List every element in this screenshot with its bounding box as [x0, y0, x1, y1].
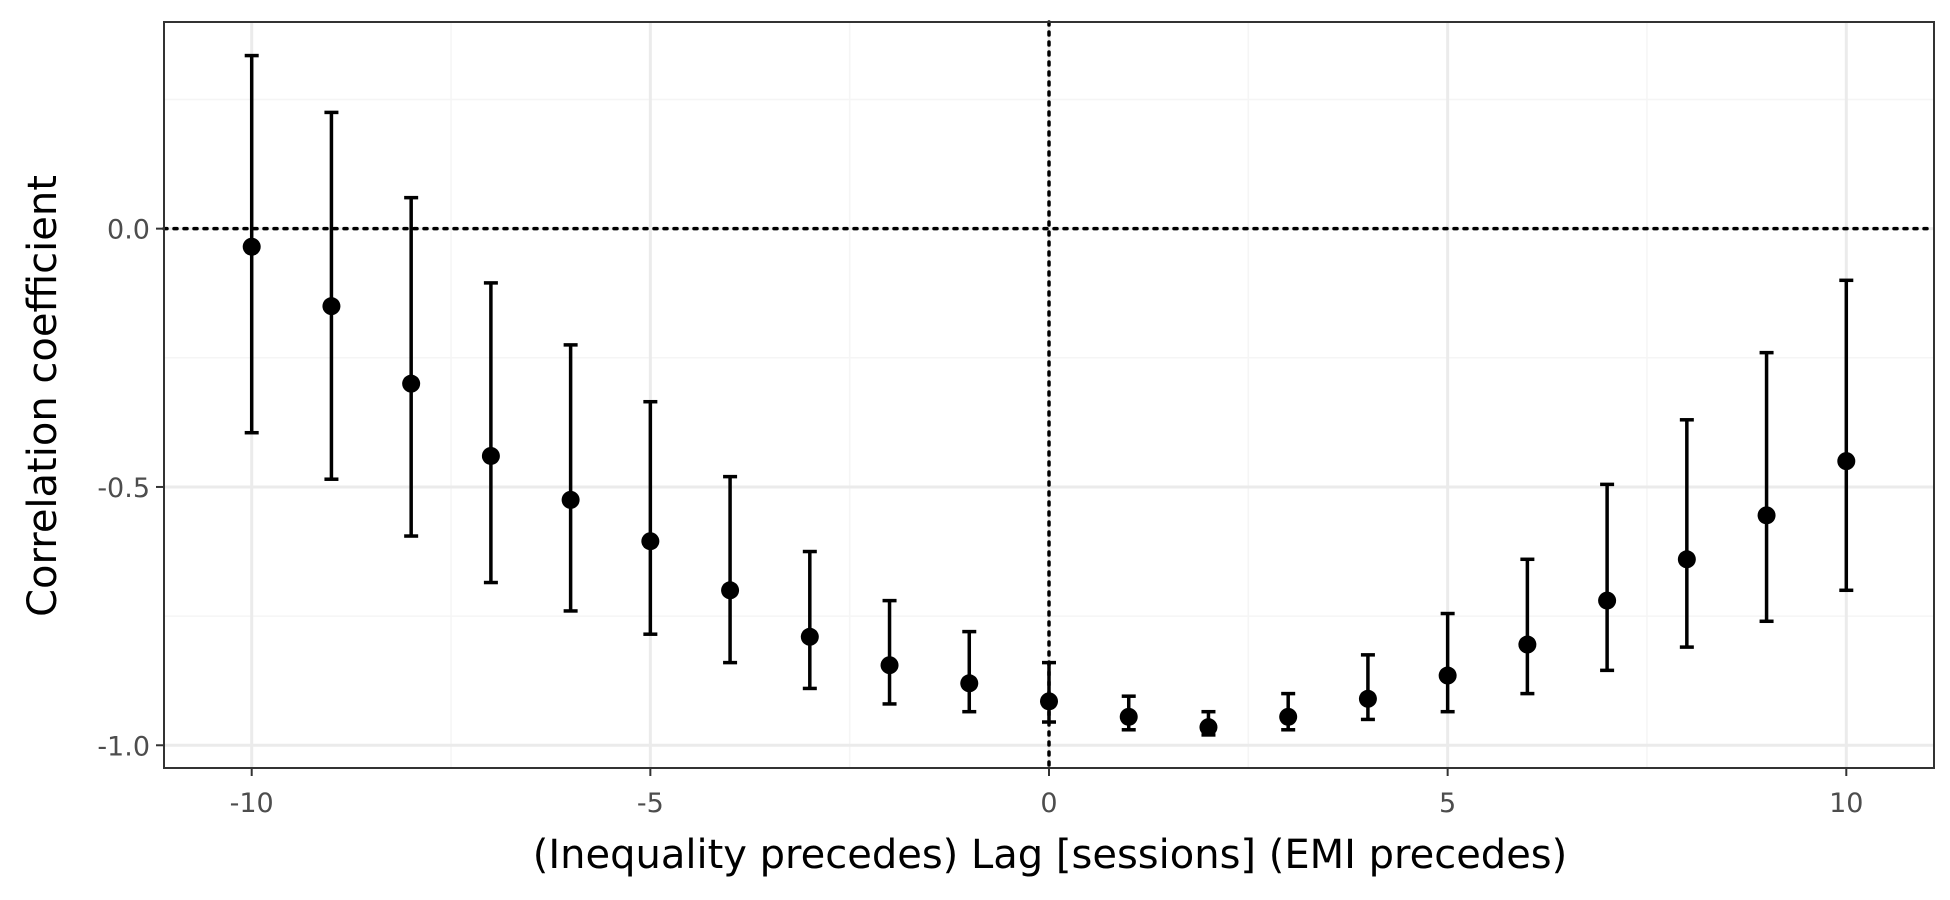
x-tick-label: -10 [230, 788, 274, 819]
data-point [1598, 591, 1617, 610]
data-point [1279, 707, 1298, 726]
data-point [402, 374, 421, 393]
data-point [960, 674, 979, 693]
data-point [1677, 550, 1696, 569]
data-point [880, 656, 899, 675]
y-tick-label: -0.5 [97, 473, 150, 504]
axes [156, 227, 1848, 776]
y-tick-label: -1.0 [97, 731, 150, 762]
data-point [721, 581, 740, 600]
data-point [1837, 452, 1856, 471]
data-point [1119, 707, 1138, 726]
data-point [1438, 666, 1457, 685]
y-axis-title: Correlation coefficient [20, 175, 66, 617]
y-tick-labels: -1.0 -0.5 0.0 [97, 215, 150, 763]
x-axis-title: (Inequality precedes) Lag [sessions] (EM… [533, 832, 1568, 878]
data-point [1358, 689, 1377, 708]
data-point [561, 490, 580, 509]
data-point [1199, 718, 1218, 737]
data-point [481, 446, 500, 465]
y-tick-label: 0.0 [107, 215, 150, 246]
x-tick-labels: -10 -5 0 5 10 [230, 788, 1864, 819]
data-point [1518, 635, 1537, 654]
data-points [242, 237, 1856, 737]
data-point [242, 237, 261, 256]
x-tick-label: 0 [1040, 788, 1057, 819]
data-point [322, 297, 341, 316]
data-point [800, 627, 819, 646]
data-point [641, 532, 660, 551]
reference-lines [162, 20, 1936, 770]
x-tick-label: -5 [637, 788, 664, 819]
data-point [1757, 506, 1776, 525]
x-tick-label: 10 [1829, 788, 1863, 819]
data-point [1040, 692, 1058, 711]
x-tick-label: 5 [1439, 788, 1456, 819]
